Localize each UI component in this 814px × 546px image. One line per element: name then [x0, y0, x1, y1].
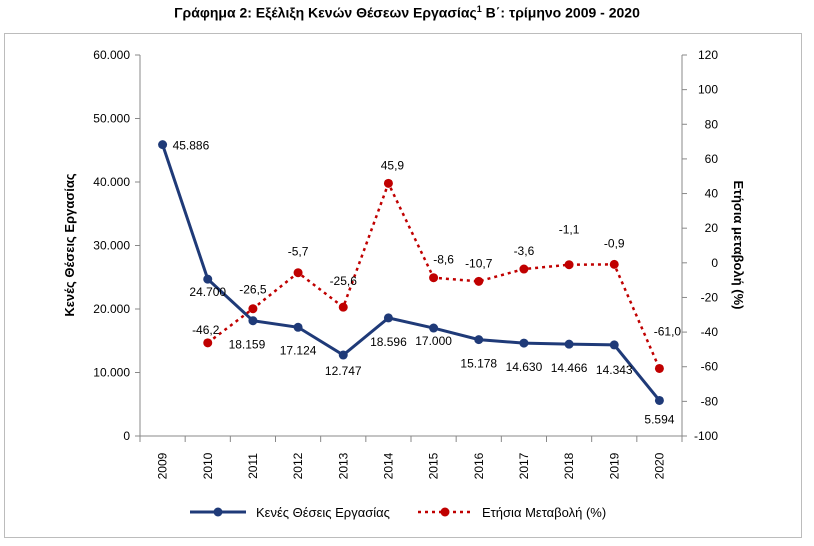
vacancies-point — [519, 338, 529, 348]
vacancies-point — [203, 274, 213, 284]
x-tick-label: 2020 — [652, 452, 666, 479]
vacancies-data-label: 17.124 — [280, 343, 317, 357]
x-tick-label: 2018 — [562, 452, 576, 479]
y-left-tick-label: 60.000 — [93, 48, 130, 62]
annual-change-data-label: 45,9 — [381, 158, 405, 172]
x-tick-label: 2019 — [607, 452, 621, 479]
y-right-tick-label: 100 — [698, 83, 718, 97]
vacancies-data-label: 24.700 — [189, 285, 226, 299]
vacancies-point — [609, 340, 619, 350]
annual-change-point — [338, 302, 348, 312]
series-line-vacancies — [161, 144, 661, 402]
x-tick-label: 2016 — [472, 452, 486, 479]
vacancies-data-label: 14.466 — [551, 361, 588, 375]
chart-title-main: Γράφημα 2: Εξέλιξη Κενών Θέσεων Εργασίας — [174, 4, 477, 21]
annual-change-data-label: -3,6 — [514, 244, 535, 258]
annual-change-data-label: -25,6 — [330, 274, 358, 288]
annual-change-point — [474, 276, 484, 286]
annual-change-point — [383, 178, 393, 188]
vacancies-point — [654, 395, 664, 405]
x-tick-label: 2012 — [291, 452, 305, 479]
chart-title-tail: Β΄: τρίμηνο 2009 - 2020 — [481, 4, 640, 21]
chart-title-footnote-mark: 1 — [476, 4, 482, 14]
x-tick-label: 2015 — [427, 452, 441, 479]
annual-change-point — [248, 304, 258, 314]
y-axis-right-title: Ετήσια μεταβολή (%) — [731, 181, 746, 310]
y-left-tick-label: 0 — [123, 429, 130, 443]
annual-change-point — [564, 260, 574, 270]
chart-title: Γράφημα 2: Εξέλιξη Κενών Θέσεων Εργασίας… — [0, 4, 814, 21]
vacancies-data-label: 14.343 — [596, 363, 633, 377]
y-right-tick-label: -40 — [701, 325, 719, 339]
vacancies-point — [248, 316, 258, 326]
legend-annual-change-label: Ετήσια Μεταβολή (%) — [482, 505, 606, 520]
y-right-tick-label: -60 — [701, 360, 719, 374]
annual-change-point — [519, 264, 529, 274]
annual-change-data-label: -0,9 — [604, 236, 625, 250]
x-tick-label: 2014 — [381, 452, 395, 479]
legend-annual-change-marker — [440, 507, 450, 517]
annual-change-data-label: -26,5 — [239, 283, 267, 297]
annual-change-data-label: -8,6 — [433, 253, 454, 267]
y-left-tick-label: 40.000 — [93, 175, 130, 189]
y-right-tick-label: 120 — [698, 48, 718, 62]
vacancies-point — [338, 350, 348, 360]
y-right-tick-label: 0 — [711, 256, 718, 270]
vacancies-point — [474, 335, 484, 345]
annual-change-point — [654, 363, 664, 373]
annual-change-data-label: -5,7 — [288, 245, 309, 259]
annual-change-data-label: -46,2 — [192, 323, 220, 337]
annual-change-point — [203, 338, 213, 348]
y-axis-left-title: Κενές Θέσεις Εργασίας — [62, 173, 77, 316]
annual-change-point — [429, 273, 439, 283]
y-right-tick-label: 60 — [705, 152, 719, 166]
y-right-tick-label: -100 — [694, 429, 718, 443]
annual-change-point — [609, 259, 619, 269]
vacancies-data-label: 12.747 — [325, 364, 362, 378]
y-right-tick-label: 20 — [705, 221, 719, 235]
y-right-tick-label: -20 — [701, 290, 719, 304]
x-tick-label: 2013 — [336, 452, 350, 479]
vacancies-point — [293, 322, 303, 332]
y-right-tick-label: -80 — [701, 394, 719, 408]
y-right-tick-label: 80 — [705, 117, 719, 131]
vacancies-data-label: 5.594 — [644, 412, 674, 426]
y-left-tick-label: 30.000 — [93, 239, 130, 253]
vacancies-data-label: 15.178 — [460, 357, 497, 371]
vacancies-data-label: 18.596 — [370, 335, 407, 349]
x-tick-label: 2010 — [201, 452, 215, 479]
x-tick-label: 2011 — [246, 453, 260, 479]
x-tick-label: 2017 — [517, 452, 531, 479]
vacancies-point — [158, 140, 168, 150]
legend-vacancies-label: Κενές Θέσεις Εργασίας — [256, 505, 390, 520]
vacancies-point — [429, 323, 439, 333]
annual-change-data-label: -10,7 — [465, 256, 493, 270]
y-left-tick-label: 50.000 — [93, 112, 130, 126]
annual-change-point — [293, 268, 303, 278]
y-left-tick-label: 20.000 — [93, 302, 130, 316]
y-left-tick-label: 10.000 — [93, 366, 130, 380]
annual-change-data-label: -1,1 — [559, 223, 580, 237]
annual-change-data-label: -61,0 — [654, 324, 682, 338]
vacancies-data-label: 45.886 — [173, 139, 210, 153]
x-tick-label: 2009 — [156, 452, 170, 479]
y-right-tick-label: 40 — [705, 187, 719, 201]
chart-frame — [4, 33, 802, 538]
legend-vacancies-marker — [213, 507, 223, 517]
vacancies-data-label: 14.630 — [506, 360, 543, 374]
vacancies-data-label: 17.000 — [415, 334, 452, 348]
vacancies-point — [564, 339, 574, 349]
vacancies-point — [383, 313, 393, 323]
vacancies-data-label: 18.159 — [229, 338, 266, 352]
